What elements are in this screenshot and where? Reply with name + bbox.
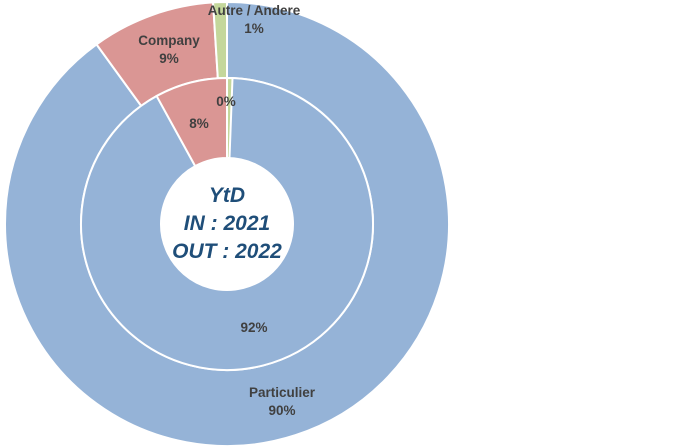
inner-label-autre-value: 0% [216,94,236,109]
outer-label-particulier-name: Particulier [249,385,316,400]
center-line-2: IN : 2021 [184,212,270,235]
inner-label-particulier-value: 92% [240,320,267,335]
inner-slice-autre-andere [226,76,234,160]
outer-label-autre-value: 1% [244,21,264,36]
outer-label-company-value: 9% [159,51,179,66]
inner-label-company-value: 8% [189,116,209,131]
outer-label-particulier-value: 90% [268,403,295,418]
outer-label-autre-name: Autre / Andere [208,3,301,18]
center-line-1: YtD [209,184,245,207]
inner-slice-particulier [80,76,374,371]
center-line-3: OUT : 2022 [172,240,282,263]
inner-ring [80,76,374,371]
outer-label-company-name: Company [138,33,200,48]
